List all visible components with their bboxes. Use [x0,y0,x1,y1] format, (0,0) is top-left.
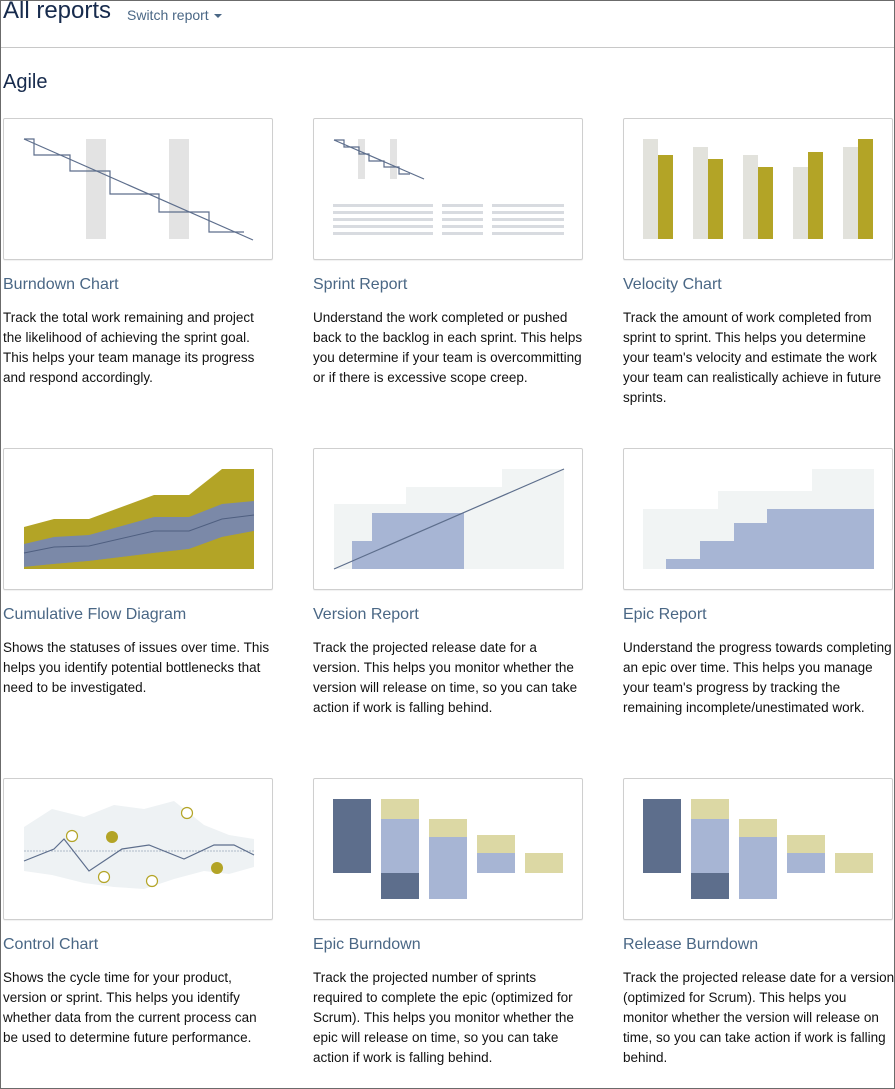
report-title[interactable]: Burndown Chart [3,276,119,293]
report-description: Track the total work remaining and proje… [3,310,255,385]
report-title[interactable]: Release Burndown [623,936,759,953]
epic-report-thumbnail[interactable] [623,448,893,590]
report-title[interactable]: Control Chart [3,936,99,953]
report-title[interactable]: Sprint Report [313,276,408,293]
chevron-down-icon [213,14,222,19]
sprint-report-thumbnail[interactable] [313,118,583,260]
report-description: Shows the cycle time for your product, v… [3,970,257,1045]
report-title[interactable]: Velocity Chart [623,276,722,293]
report-description: Understand the work completed or pushed … [313,310,583,385]
version-report-thumbnail[interactable] [313,448,583,590]
epic-burndown-thumbnail[interactable] [313,778,583,920]
switch-report-dropdown[interactable]: Switch report [127,7,222,23]
page-header: All reports Switch report [1,1,894,48]
report-description: Track the projected release date for a v… [313,640,578,715]
section-title-agile: Agile [3,71,48,93]
report-description: Track the projected number of sprints re… [313,970,574,1065]
velocity-chart-thumbnail[interactable] [623,118,893,260]
page-title: All reports [3,0,112,24]
report-title[interactable]: Epic Report [623,606,707,623]
report-description: Shows the statuses of issues over time. … [3,640,270,695]
report-title[interactable]: Epic Burndown [313,936,421,953]
release-burndown-thumbnail[interactable] [623,778,893,920]
report-title[interactable]: Version Report [313,606,419,623]
switch-report-label: Switch report [127,7,209,23]
burndown-chart-thumbnail[interactable] [3,118,273,260]
cumulative-flow-thumbnail[interactable] [3,448,273,590]
report-description: Track the amount of work completed from … [623,310,882,405]
report-description: Understand the progress towards completi… [623,640,892,715]
report-title[interactable]: Cumulative Flow Diagram [3,606,187,623]
control-chart-thumbnail[interactable] [3,778,273,920]
report-description: Track the projected release date for a v… [623,970,895,1065]
